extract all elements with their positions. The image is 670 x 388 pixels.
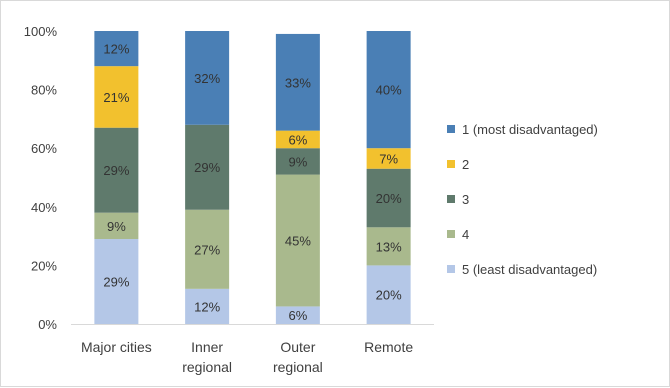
bar-segment [185, 31, 230, 125]
data-label: 6% [288, 132, 307, 147]
bar-segment [185, 209, 230, 289]
legend-swatch [447, 195, 455, 203]
data-label: 20% [376, 191, 402, 206]
y-tick-label: 80% [31, 83, 57, 98]
bar-segment [366, 168, 411, 228]
data-label: 7% [379, 151, 398, 166]
bar-segment [94, 31, 139, 67]
legend-label: 4 [462, 227, 469, 242]
legend-swatch [447, 125, 455, 133]
x-category-label: Remote [364, 339, 413, 355]
data-label: 20% [376, 288, 402, 303]
data-label: 27% [194, 242, 220, 257]
y-tick-label: 60% [31, 141, 57, 156]
data-label: 29% [103, 163, 129, 178]
y-tick-label: 40% [31, 200, 57, 215]
legend-label: 3 [462, 192, 469, 207]
legend: 1 (most disadvantaged) 2 3 4 5 (least disadv… [447, 122, 598, 277]
y-tick-label: 100% [24, 24, 58, 39]
bar-segment [275, 33, 320, 131]
data-label: 29% [194, 160, 220, 175]
legend-swatch [447, 230, 455, 238]
data-label: 13% [376, 239, 402, 254]
legend-label: 1 (most disadvantaged) [462, 122, 598, 137]
data-label: 12% [194, 299, 220, 314]
legend-swatch [447, 160, 455, 168]
bar-segment [94, 66, 139, 128]
data-label: 9% [107, 219, 126, 234]
x-category-label: regional [182, 359, 232, 375]
bar-segment [275, 174, 320, 307]
x-category-label: Outer [280, 339, 315, 355]
y-tick-label: 0% [38, 317, 57, 332]
legend-label: 2 [462, 157, 469, 172]
data-label: 9% [288, 154, 307, 169]
bar-segment [94, 239, 139, 324]
data-label: 21% [103, 90, 129, 105]
bar-segment [275, 148, 320, 175]
data-label: 40% [376, 83, 402, 98]
bar-segment [185, 288, 230, 324]
data-label: 32% [194, 71, 220, 86]
plot-area: 0% 20% 40% 60% 80% 100% 29% 9% 29% 21% 12% Major ci… [24, 24, 434, 375]
bar-segment [366, 227, 411, 266]
legend-swatch [447, 265, 455, 273]
bar-segment [275, 130, 320, 149]
legend-label: 5 (least disadvantaged) [462, 262, 597, 277]
bar-segment [366, 265, 411, 324]
bar-segment [94, 212, 139, 240]
data-label: 33% [285, 75, 311, 90]
bar-segment [185, 124, 230, 210]
bar-segment [366, 148, 411, 169]
bar-segment [94, 127, 139, 213]
data-label: 45% [285, 233, 311, 248]
bar-segment [275, 306, 320, 324]
data-label: 6% [288, 308, 307, 323]
x-category-label: Major cities [81, 339, 152, 355]
data-label: 12% [103, 42, 129, 57]
bar-segment [366, 31, 411, 149]
y-tick-label: 20% [31, 258, 57, 273]
data-label: 29% [103, 275, 129, 290]
x-category-label: Inner [191, 339, 223, 355]
x-category-label: regional [273, 359, 323, 375]
